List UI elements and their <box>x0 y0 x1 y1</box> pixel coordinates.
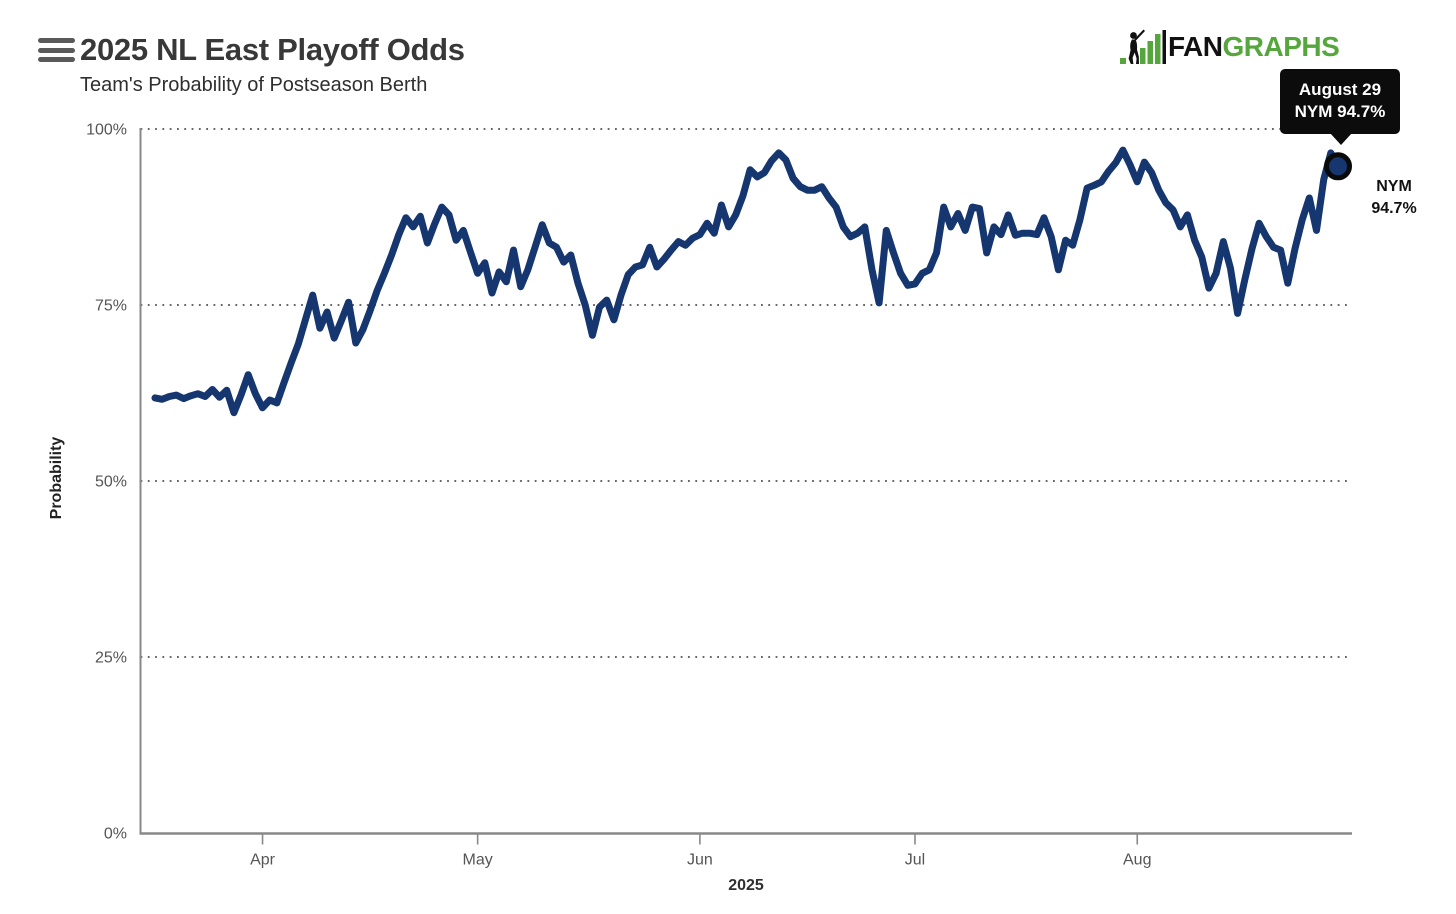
chart-menu-button[interactable] <box>38 38 75 62</box>
y-tick-label-0: 0% <box>104 826 127 843</box>
series-end-value: 94.7% <box>1371 200 1417 218</box>
y-tick-label-50: 50% <box>95 474 127 491</box>
tooltip-date: August 29 <box>1298 80 1382 99</box>
tooltip-value: NYM 94.7% <box>1294 102 1386 122</box>
series-end-label: NYM 94.7% <box>1366 176 1422 221</box>
logo-text-fan: FAN <box>1168 31 1223 62</box>
hamburger-menu-icon <box>38 38 75 43</box>
x-tick-label-may: May <box>463 852 493 869</box>
tooltip: August 29 NYM 94.7% <box>1280 69 1400 145</box>
x-tick-label-apr: Apr <box>250 852 276 869</box>
page-subtitle: Team's Probability of Postseason Berth <box>80 74 428 96</box>
y-tick-label-100: 100% <box>86 122 127 139</box>
y-axis-title: Probability <box>48 436 65 520</box>
logo-text-graphs: GRAPHS <box>1222 31 1340 62</box>
nym-odds-line[interactable] <box>151 146 1342 417</box>
tooltip-arrow-icon <box>1330 132 1352 145</box>
fangraphs-logo[interactable]: FAN GRAPHS <box>1120 29 1340 65</box>
x-tick-label-jun: Jun <box>687 852 713 869</box>
y-tick-label-25: 25% <box>95 650 127 667</box>
page-title: 2025 NL East Playoff Odds <box>80 32 465 67</box>
x-axis-title: 2025 <box>728 877 764 894</box>
hamburger-menu-icon <box>38 47 75 53</box>
x-tick-label-aug: Aug <box>1123 852 1151 869</box>
hamburger-menu-icon <box>38 57 75 62</box>
fangraphs-batter-bars-icon <box>1120 29 1166 64</box>
series-end-team: NYM <box>1376 178 1412 195</box>
x-tick-label-jul: Jul <box>905 852 925 869</box>
y-tick-label-75: 75% <box>95 298 127 315</box>
last-point-marker[interactable] <box>1324 152 1352 181</box>
